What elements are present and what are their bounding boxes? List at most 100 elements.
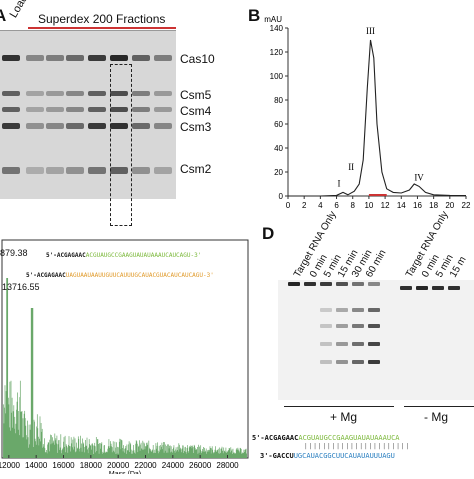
band-label-cas10: Cas10 xyxy=(180,52,215,66)
peak-label: I xyxy=(338,178,341,188)
gel-band xyxy=(352,324,364,328)
gel-band xyxy=(336,324,348,328)
gel-band xyxy=(368,308,380,312)
gel-band xyxy=(154,107,172,112)
gel-band xyxy=(132,123,150,129)
y-tick-label: 20 xyxy=(274,168,283,177)
y-tick-label: 100 xyxy=(270,72,284,81)
chromatogram-trace xyxy=(288,39,467,197)
x-tick-label: 20000 xyxy=(107,461,130,470)
x-tick-label: 22 xyxy=(462,201,471,210)
y-tick-label: 40 xyxy=(274,144,283,153)
gel-band xyxy=(66,123,84,129)
panel-b: B 0 20 40 60 80 100 120 140 0 2 4 6 8 10 12 14 16 18 20 22 m… xyxy=(248,0,474,215)
gel-band xyxy=(154,123,172,129)
panel-a: A Load Superdex 200 Fractions Cas10 Csm5… xyxy=(0,0,250,226)
gel-band xyxy=(88,91,106,96)
band-label-csm3: Csm3 xyxy=(180,120,212,134)
mass-spectrum: 12000 14000 16000 18000 20000 22000 24000 26000… xyxy=(0,239,249,478)
gel-band xyxy=(110,123,128,129)
gel-band xyxy=(110,167,128,174)
x-tick-label: 26000 xyxy=(189,461,212,470)
gel-band xyxy=(88,123,106,129)
gel-band xyxy=(320,308,332,312)
mg-plus-bracket xyxy=(284,406,394,407)
selected-fraction-box xyxy=(110,64,132,226)
x-tick-label: 24000 xyxy=(162,461,185,470)
spectrum-trace xyxy=(3,278,247,458)
x-tick-label: 28000 xyxy=(216,461,239,470)
gel-band xyxy=(352,342,364,346)
base-pair-ticks: ||||||||||||||||||||||| xyxy=(304,443,411,450)
gel-band xyxy=(46,55,64,61)
gel-band xyxy=(320,342,332,346)
x-tick-label: 14 xyxy=(397,201,406,210)
panel-a-label: A xyxy=(0,6,7,25)
gel-band xyxy=(352,360,364,364)
y-tick-label: 60 xyxy=(274,120,283,129)
gel-band xyxy=(2,167,20,174)
gel-band xyxy=(368,324,380,328)
gel-band xyxy=(304,282,316,286)
gel-band xyxy=(66,91,84,96)
panel-b-label: B xyxy=(248,6,261,25)
band-label-csm4: Csm4 xyxy=(180,104,212,118)
y-tick-label: 120 xyxy=(270,48,284,57)
y-tick-label: 0 xyxy=(279,192,284,201)
gel-band xyxy=(400,286,412,290)
peak-label: IV xyxy=(414,172,424,182)
sequence-2: 5'-ACGAGAACUAGUAAUAAUUGUUCAUUUGCAUACGUAC… xyxy=(26,272,214,279)
gel-band xyxy=(46,107,64,112)
x-tick-label: 4 xyxy=(318,201,323,210)
gel-band xyxy=(352,282,364,286)
gel-band xyxy=(110,55,128,61)
gel-band xyxy=(154,167,172,174)
gel-band xyxy=(66,55,84,61)
gel-band xyxy=(132,167,150,174)
gel-band xyxy=(288,282,300,286)
panel-d: D Target RNA Only 0 min 5 min 15 min 30 min 6… xyxy=(248,209,474,474)
gel-band xyxy=(110,107,128,112)
gel-band xyxy=(46,91,64,96)
gel-band xyxy=(432,286,444,290)
gel-band xyxy=(110,91,128,96)
gel-band xyxy=(336,360,348,364)
x-tick-label: 18 xyxy=(429,201,438,210)
mg-minus-bracket xyxy=(404,406,474,407)
gel-band xyxy=(320,360,332,364)
x-tick-label: 12 xyxy=(381,201,390,210)
x-tick-label: 10 xyxy=(364,201,373,210)
x-tick-label: 20 xyxy=(445,201,454,210)
panel-c: 12000 14000 16000 18000 20000 22000 24000 26000… xyxy=(0,230,250,478)
gel-band xyxy=(88,107,106,112)
fractions-label: Superdex 200 Fractions xyxy=(38,12,166,26)
gel-band xyxy=(26,107,44,112)
x-tick-label: 14000 xyxy=(25,461,48,470)
y-axis-label: mAU xyxy=(264,15,282,24)
band-label-csm2: Csm2 xyxy=(180,162,212,176)
x-tick-label: 22000 xyxy=(134,461,157,470)
gel-band xyxy=(368,282,380,286)
gel-band xyxy=(352,308,364,312)
gel-band xyxy=(154,55,172,61)
gel-band xyxy=(448,286,460,290)
gel-band xyxy=(320,282,332,286)
gel-band xyxy=(26,55,44,61)
gel-band xyxy=(132,55,150,61)
mg-plus-label: + Mg xyxy=(330,410,358,424)
x-tick-label: 0 xyxy=(286,201,291,210)
panel-d-label: D xyxy=(262,224,275,243)
gel-band xyxy=(2,123,20,129)
gel-band xyxy=(2,55,20,61)
gel-band xyxy=(336,282,348,286)
gel-band xyxy=(416,286,428,290)
gel-band xyxy=(2,107,20,112)
peak-label-1: 879.38 xyxy=(0,248,28,258)
gel-band xyxy=(336,342,348,346)
gel-band xyxy=(66,167,84,174)
x-tick-label: 12000 xyxy=(0,461,21,470)
gel-band xyxy=(88,167,106,174)
gel-band xyxy=(368,342,380,346)
chromatogram: 0 20 40 60 80 100 120 140 0 2 4 6 8 10 12 14 16 18 20 22 mAU… xyxy=(264,15,471,210)
gel-band xyxy=(26,123,44,129)
